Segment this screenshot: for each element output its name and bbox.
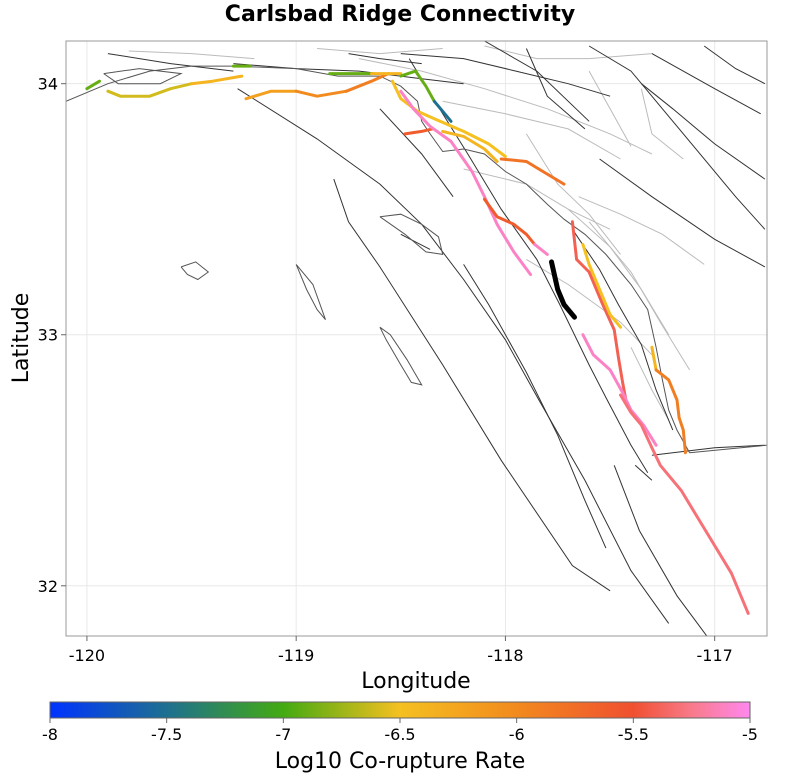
plot-area xyxy=(66,41,767,636)
fault-section xyxy=(432,99,453,123)
border-line xyxy=(689,444,767,454)
island-outline xyxy=(379,326,423,386)
y-tick-label: 34 xyxy=(38,75,58,94)
basemap-fault xyxy=(237,88,670,624)
basemap-fault xyxy=(613,465,708,636)
fault-section xyxy=(399,69,417,78)
fault-section xyxy=(85,79,101,91)
basemap-fault-light xyxy=(526,258,653,356)
fault-section xyxy=(441,129,499,163)
island-outline xyxy=(103,68,183,85)
basemap-fault-light xyxy=(640,88,684,160)
island-outline xyxy=(379,213,444,256)
fault-section xyxy=(244,89,298,101)
colorbar-label: Log10 Co-rupture Rate xyxy=(275,749,526,774)
basemap-fault xyxy=(107,53,234,72)
x-tick-label: -117 xyxy=(697,646,733,665)
colorbar-tick-label: -5 xyxy=(742,725,758,744)
basemap-fault xyxy=(599,158,766,268)
basemap-fault xyxy=(651,53,761,115)
x-axis-label: Longitude xyxy=(361,669,470,694)
basemap-fault-light xyxy=(525,133,621,255)
island-outline xyxy=(295,264,326,321)
x-tick-label: -118 xyxy=(487,646,523,665)
basemap-fault xyxy=(400,53,611,97)
y-axis-ticks: 34 33 32 xyxy=(38,75,66,596)
basemap-fault xyxy=(348,53,422,65)
colorbar-gradient xyxy=(49,701,751,719)
colorbar-tick-label: -6 xyxy=(509,725,525,744)
colorbar: -8 -7.5 -7 -6.5 -6 -5.5 -5 Log10 Co-rupture Ra… xyxy=(42,701,758,774)
fault-section xyxy=(294,89,348,98)
basemap-faults-light xyxy=(128,45,705,421)
colorbar-tick-label: -7.5 xyxy=(151,725,182,744)
fault-section xyxy=(414,69,436,103)
x-axis-ticks: -120 -119 -118 -117 xyxy=(69,636,733,665)
basemap-fault-light xyxy=(358,58,653,155)
fault-section xyxy=(106,82,194,98)
basemap-fault-light xyxy=(588,70,632,147)
y-tick-label: 33 xyxy=(38,326,58,345)
fault-section xyxy=(570,220,629,407)
island-outline xyxy=(180,261,210,281)
grid-lines xyxy=(66,41,767,636)
basemap-faults-dark xyxy=(107,41,766,636)
basemap-fault-light xyxy=(567,208,670,335)
fault-section xyxy=(654,368,687,455)
x-tick-label: -119 xyxy=(278,646,314,665)
fault-section xyxy=(390,79,507,158)
colorbar-tick-label: -7 xyxy=(275,725,291,744)
basemap-fault-light xyxy=(484,45,652,60)
basemap-fault-light xyxy=(578,196,705,265)
basemap-fault xyxy=(634,464,653,481)
map-layer xyxy=(66,41,767,636)
basemap-fault xyxy=(525,48,586,130)
fault-section xyxy=(403,127,434,136)
coastline-layer xyxy=(66,65,767,454)
basemap-fault-light xyxy=(128,50,255,60)
fault-section xyxy=(581,333,658,447)
colorbar-tick-label: -5.5 xyxy=(618,725,649,744)
basemap-fault-light xyxy=(588,221,691,371)
fault-section xyxy=(650,345,658,372)
basemap-fault xyxy=(571,229,674,431)
fault-section xyxy=(483,197,537,246)
y-axis-label: Latitude xyxy=(9,293,34,384)
fault-section xyxy=(499,157,566,186)
y-tick-label: 32 xyxy=(38,577,58,596)
fault-section xyxy=(190,74,244,86)
basemap-fault-light xyxy=(442,100,621,160)
colorbar-tick-label: -6.5 xyxy=(384,725,415,744)
basemap-fault-light xyxy=(630,347,670,421)
basemap-fault xyxy=(703,45,766,85)
basemap-fault xyxy=(400,233,431,250)
basemap-fault xyxy=(233,63,464,85)
basemap-fault xyxy=(333,178,611,592)
fault-section xyxy=(619,393,750,615)
basemap-fault xyxy=(588,45,766,230)
basemap-fault xyxy=(379,108,454,197)
coastline xyxy=(66,65,691,453)
fault-sections xyxy=(85,64,750,615)
fault-section xyxy=(344,72,390,93)
colorbar-ticks: -8 -7.5 -7 -6.5 -6 -5.5 -5 xyxy=(42,718,758,744)
x-tick-label: -120 xyxy=(69,646,105,665)
basemap-fault xyxy=(651,444,765,456)
basemap-fault xyxy=(641,83,766,180)
plot-frame xyxy=(65,40,768,637)
chart-title: Carlsbad Ridge Connectivity xyxy=(224,2,576,27)
basemap-fault-light xyxy=(463,168,611,230)
target-section-carlsbad-ridge xyxy=(549,259,577,320)
fault-section xyxy=(581,242,622,329)
basemap-fault-light xyxy=(317,48,443,55)
fault-section xyxy=(533,242,549,256)
colorbar-tick-label: -8 xyxy=(42,725,58,744)
basemap-fault xyxy=(463,264,607,549)
fault-section xyxy=(399,89,532,276)
